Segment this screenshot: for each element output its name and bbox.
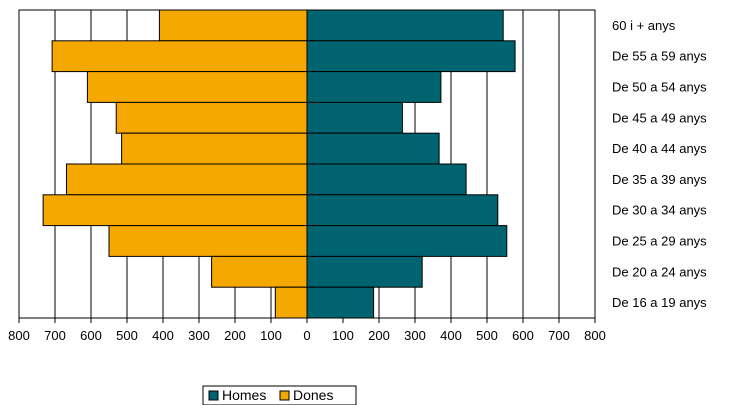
x-tick-label-8: 0 bbox=[303, 328, 310, 343]
bar-dones-8 bbox=[211, 255, 308, 288]
x-tick-label-13: 500 bbox=[476, 328, 498, 343]
x-tick-label-6: 200 bbox=[224, 328, 246, 343]
bar-homes-7 bbox=[306, 225, 508, 257]
bar-homes-3 bbox=[306, 101, 403, 134]
x-tick-label-1: 700 bbox=[44, 328, 66, 343]
category-label-2: De 50 a 54 anys bbox=[612, 80, 707, 95]
bar-dones-1 bbox=[51, 40, 308, 73]
x-tick-label-3: 500 bbox=[116, 328, 138, 343]
legend-swatch-dones bbox=[279, 390, 290, 401]
x-tick-label-12: 400 bbox=[440, 328, 462, 343]
x-tick-label-15: 700 bbox=[548, 328, 570, 343]
bar-dones-0 bbox=[158, 9, 308, 42]
bar-homes-2 bbox=[306, 71, 442, 103]
category-label-8: De 20 a 24 anys bbox=[612, 264, 707, 279]
bar-dones-4 bbox=[121, 132, 308, 165]
x-tick-label-14: 600 bbox=[512, 328, 534, 343]
legend-label-homes: Homes bbox=[222, 387, 266, 403]
x-tick-label-2: 600 bbox=[80, 328, 102, 343]
category-label-3: De 45 a 49 anys bbox=[612, 110, 707, 125]
x-tick-label-5: 300 bbox=[188, 328, 210, 343]
bar-homes-5 bbox=[306, 163, 467, 196]
category-label-0: 60 i + anys bbox=[612, 18, 676, 33]
legend-label-dones: Dones bbox=[293, 387, 333, 403]
bar-homes-0 bbox=[306, 9, 504, 42]
x-tick-label-4: 400 bbox=[152, 328, 174, 343]
legend-swatch-homes bbox=[208, 390, 219, 401]
category-label-9: De 16 a 19 anys bbox=[612, 295, 707, 310]
category-label-4: De 40 a 44 anys bbox=[612, 141, 707, 156]
x-tick-label-0: 800 bbox=[8, 328, 30, 343]
bar-homes-1 bbox=[306, 40, 516, 73]
x-tick-label-9: 100 bbox=[332, 328, 354, 343]
x-tick-label-10: 200 bbox=[368, 328, 390, 343]
category-label-1: De 55 a 59 anys bbox=[612, 49, 707, 64]
category-label-5: De 35 a 39 anys bbox=[612, 172, 707, 187]
bar-homes-9 bbox=[306, 286, 375, 319]
category-label-6: De 30 a 34 anys bbox=[612, 203, 707, 218]
bar-dones-3 bbox=[115, 101, 308, 134]
plot-area: 60 i + anys De 55 a 59 anys De 50 a 54 any… bbox=[8, 9, 707, 343]
x-tick-label-16: 800 bbox=[584, 328, 606, 343]
bar-dones-7 bbox=[108, 225, 308, 257]
chart-legend: Homes Dones bbox=[202, 385, 357, 405]
bar-homes-4 bbox=[306, 132, 440, 165]
x-tick-label-11: 300 bbox=[404, 328, 426, 343]
bar-homes-8 bbox=[306, 255, 423, 288]
bar-dones-5 bbox=[66, 163, 308, 196]
bar-homes-6 bbox=[306, 194, 499, 227]
bar-dones-9 bbox=[274, 286, 308, 319]
bar-dones-6 bbox=[42, 194, 308, 227]
category-label-7: De 25 a 29 anys bbox=[612, 234, 707, 249]
bar-dones-2 bbox=[86, 71, 308, 103]
x-tick-label-7: 100 bbox=[260, 328, 282, 343]
